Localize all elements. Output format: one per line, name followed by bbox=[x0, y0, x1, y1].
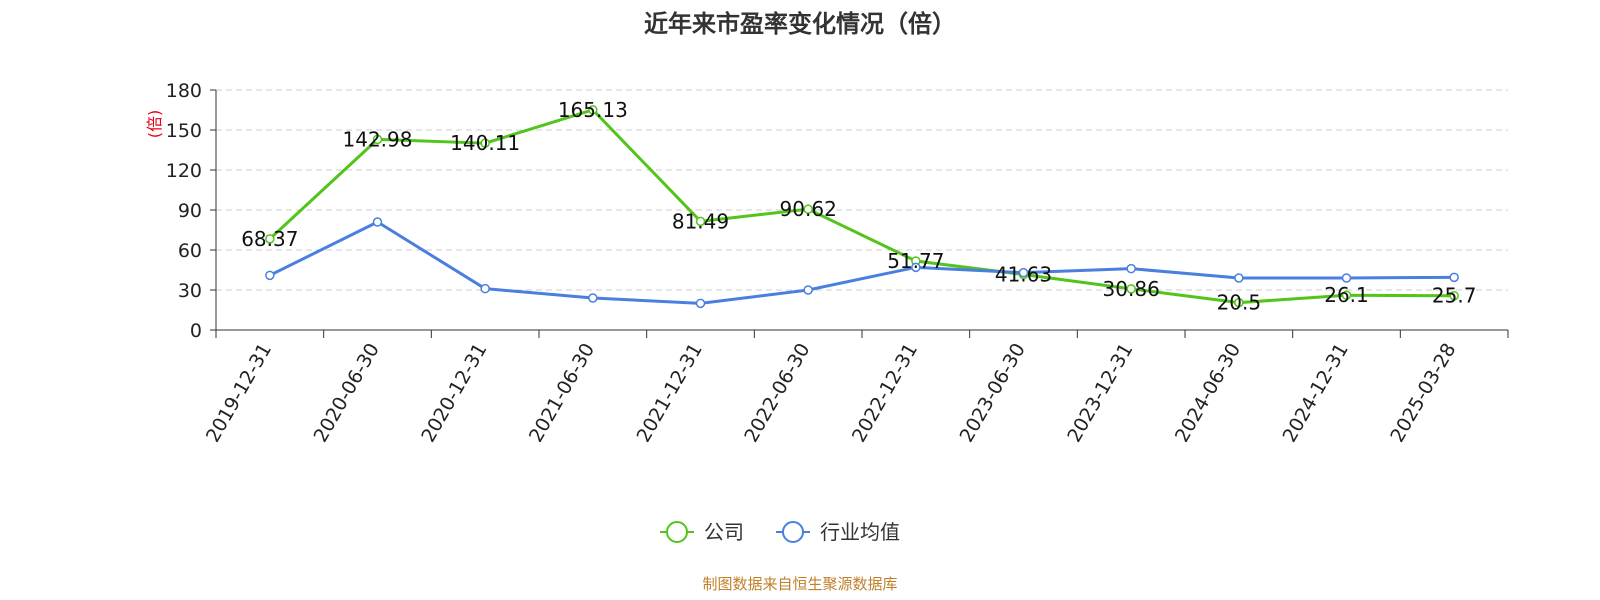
series-1-point bbox=[1234, 273, 1244, 283]
series-1-point bbox=[1018, 267, 1029, 278]
x-tick-label: 2024-12-31 bbox=[1279, 340, 1353, 447]
series-0-point bbox=[265, 234, 275, 244]
data-label: 90.62 bbox=[780, 197, 837, 221]
series-0-point bbox=[1126, 284, 1136, 294]
series-1-point bbox=[372, 217, 383, 227]
y-tick-label-120: 120 bbox=[166, 160, 202, 182]
data-labels: 68.37 142.98 140.11 165.13 81.49 90.62 51.77 41… bbox=[241, 98, 1476, 315]
legend: 公司 行业均值 bbox=[660, 520, 900, 544]
series-1-point bbox=[1449, 272, 1459, 283]
series-1-point bbox=[588, 293, 598, 303]
series-0-point bbox=[1341, 290, 1352, 300]
series-0-point bbox=[372, 134, 383, 145]
x-tick-label: 2023-12-31 bbox=[1063, 340, 1137, 447]
x-tick-label: 2021-06-30 bbox=[525, 340, 599, 447]
data-label: 142.98 bbox=[343, 127, 413, 151]
data-label: 41.63 bbox=[995, 262, 1052, 286]
data-label: 165.13 bbox=[558, 98, 628, 122]
series-0-point bbox=[1449, 290, 1459, 301]
series-lines bbox=[265, 105, 1459, 309]
x-tick-label: 2025-03-28 bbox=[1386, 340, 1460, 447]
legend-label-0: 公司 bbox=[704, 520, 744, 544]
x-tick-label: 2022-06-30 bbox=[740, 340, 814, 447]
series-1-point bbox=[1341, 273, 1352, 283]
data-label: 25.7 bbox=[1432, 284, 1477, 308]
x-tick-label: 2020-06-30 bbox=[310, 340, 384, 447]
data-label: 51.77 bbox=[887, 249, 944, 273]
series-0-point bbox=[803, 204, 813, 214]
y-tick-label-180: 180 bbox=[166, 80, 202, 102]
chart-title: 近年来市盈率变化情况（倍） bbox=[644, 10, 956, 38]
series-0-point bbox=[1234, 297, 1244, 308]
data-label: 26.1 bbox=[1324, 283, 1369, 307]
data-label: 81.49 bbox=[672, 209, 729, 233]
y-tick-label-150: 150 bbox=[166, 120, 202, 142]
series-line-0 bbox=[268, 108, 1455, 305]
series-1-point bbox=[911, 262, 921, 273]
data-label: 30.86 bbox=[1103, 277, 1160, 301]
series-1-point bbox=[695, 298, 706, 309]
source-note: 制图数据来自恒生聚源数据库 bbox=[702, 575, 897, 593]
data-label: 140.11 bbox=[450, 131, 520, 155]
y-tick-label-0: 0 bbox=[190, 320, 202, 342]
y-axis-label: (倍) bbox=[145, 110, 164, 139]
x-tick-label: 2023-06-30 bbox=[956, 340, 1030, 447]
legend-label-1: 行业均值 bbox=[820, 520, 900, 544]
legend-marker-1 bbox=[782, 521, 804, 543]
series-line-1 bbox=[269, 220, 1455, 305]
data-label: 20.5 bbox=[1217, 291, 1262, 315]
series-0-point bbox=[480, 138, 490, 148]
y-tick-label-60: 60 bbox=[178, 240, 202, 262]
series-1-point bbox=[480, 283, 490, 294]
legend-marker-0 bbox=[666, 521, 688, 543]
data-label: 68.37 bbox=[241, 227, 298, 251]
x-tick-label: 2024-06-30 bbox=[1171, 340, 1245, 447]
x-tick-label: 2021-12-31 bbox=[633, 340, 707, 447]
series-1-point bbox=[1126, 263, 1136, 274]
series-1-point bbox=[265, 270, 275, 281]
x-tick-label: 2022-12-31 bbox=[848, 340, 922, 447]
y-tick-label-90: 90 bbox=[178, 200, 202, 222]
series-1-point bbox=[803, 285, 813, 295]
y-tick-label-30: 30 bbox=[178, 280, 202, 302]
series-0-point bbox=[695, 216, 706, 227]
x-tick-label: 2020-12-31 bbox=[417, 340, 491, 447]
series-0-point bbox=[588, 105, 598, 115]
grid-lines bbox=[216, 89, 1508, 291]
x-tick-label: 2019-12-31 bbox=[202, 340, 276, 447]
